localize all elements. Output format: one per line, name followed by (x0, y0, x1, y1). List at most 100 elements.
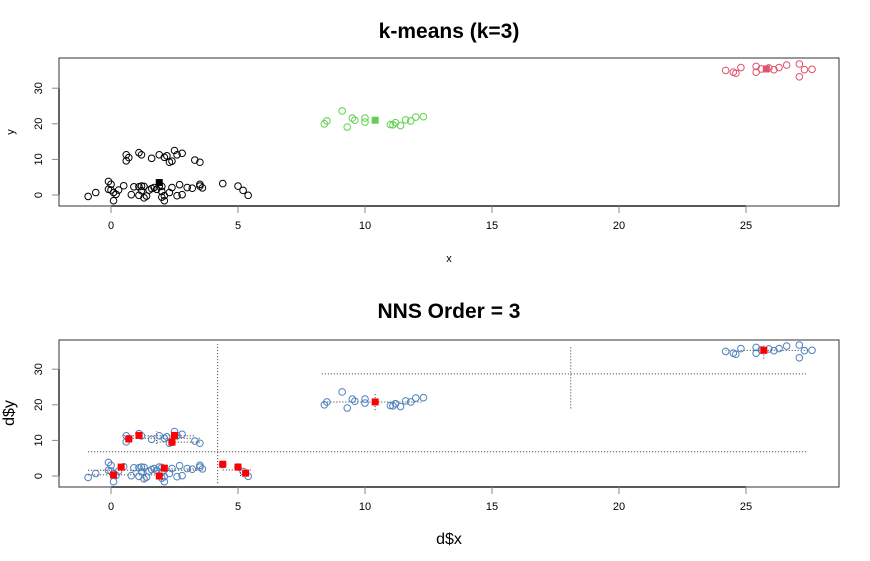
kmeans-points (84, 60, 816, 205)
data-point (412, 394, 420, 402)
data-point (386, 120, 395, 129)
data-point (795, 354, 804, 362)
x-tick-label: 15 (486, 220, 498, 232)
y-tick-label: 10 (33, 434, 45, 446)
data-point (173, 150, 181, 159)
data-point (412, 113, 420, 121)
y-tick-label: 10 (33, 153, 45, 165)
data-point (737, 344, 745, 353)
data-point (808, 65, 816, 74)
x-tick-label: 0 (108, 220, 114, 232)
kmeans-title: k-means (k=3) (379, 20, 520, 43)
x-tick-label: 5 (235, 501, 241, 513)
data-point (389, 402, 397, 410)
partition-centroid (234, 463, 242, 471)
data-point (114, 186, 123, 194)
data-point (147, 435, 156, 444)
data-point (84, 192, 92, 201)
data-point (196, 158, 204, 167)
data-point (386, 401, 395, 410)
data-point (198, 184, 207, 192)
nns-y-label: d$y (1, 400, 18, 426)
data-point (732, 69, 740, 78)
data-point (406, 398, 415, 406)
data-point (137, 186, 146, 195)
y-tick-label: 0 (33, 192, 45, 198)
data-point (91, 469, 100, 478)
partition-centroid (110, 471, 118, 479)
data-point (396, 402, 405, 411)
data-point (137, 182, 146, 190)
data-point (401, 116, 410, 124)
data-point (140, 182, 148, 191)
x-tick-label: 20 (613, 220, 625, 232)
partition-centroid (171, 431, 178, 439)
data-point (795, 341, 804, 349)
data-point (178, 430, 186, 439)
data-point (361, 399, 369, 407)
data-point (721, 66, 730, 75)
data-point (137, 150, 146, 159)
data-point (183, 183, 191, 192)
partition-centroid (242, 469, 250, 477)
data-point (770, 346, 778, 355)
data-point (396, 121, 405, 130)
cluster-center (155, 179, 163, 187)
data-point (91, 188, 100, 197)
data-point (130, 183, 138, 191)
kmeans-y-axis: 0 10 20 30 (33, 82, 60, 198)
data-point (196, 439, 204, 448)
y-tick-label: 20 (33, 399, 45, 411)
data-point (770, 65, 778, 74)
data-point (721, 347, 730, 356)
partition-centroid (160, 464, 168, 472)
data-point (198, 465, 207, 473)
partition-centroid (219, 460, 227, 468)
data-point (191, 437, 199, 445)
data-point (109, 477, 118, 486)
data-point (130, 464, 138, 472)
nns-y-axis: 0 10 20 30 (33, 363, 60, 479)
data-point (137, 467, 146, 476)
data-point (419, 393, 428, 402)
nns-points (84, 341, 816, 486)
data-point (361, 395, 369, 403)
x-tick-label: 10 (359, 501, 371, 513)
x-tick-label: 5 (235, 220, 241, 232)
data-point (119, 181, 128, 190)
data-point (175, 461, 184, 470)
partition-centroid (371, 398, 379, 406)
data-point (338, 107, 346, 115)
partition-centroid (117, 463, 125, 471)
data-point (175, 180, 184, 189)
nns-partition-lines (88, 344, 810, 484)
x-tick-label: 15 (486, 501, 498, 513)
data-point (135, 148, 143, 157)
data-point (173, 191, 181, 200)
data-point (183, 464, 191, 473)
data-point (406, 117, 415, 125)
data-point (361, 114, 369, 122)
data-point (168, 464, 176, 473)
data-point (122, 157, 131, 165)
data-point (775, 63, 783, 72)
data-point (338, 388, 346, 396)
partition-centroid (125, 435, 133, 443)
data-point (163, 152, 171, 160)
data-point (795, 60, 804, 68)
data-point (107, 186, 115, 194)
data-point (782, 61, 791, 69)
nns-panel: NNS Order = 3 0 5 10 15 20 25 0 10 20 30 d$x d$y (1, 300, 840, 548)
data-point (343, 123, 352, 131)
data-point (323, 398, 331, 406)
nns-x-axis: 0 5 10 15 20 25 (108, 486, 752, 513)
data-point (170, 146, 179, 155)
data-point (234, 182, 242, 190)
cluster-center (762, 65, 770, 73)
x-tick-label: 25 (740, 220, 752, 232)
data-point (419, 112, 428, 121)
data-point (808, 346, 816, 355)
data-point (348, 114, 357, 122)
x-tick-label: 25 (740, 501, 752, 513)
data-point (361, 118, 369, 126)
